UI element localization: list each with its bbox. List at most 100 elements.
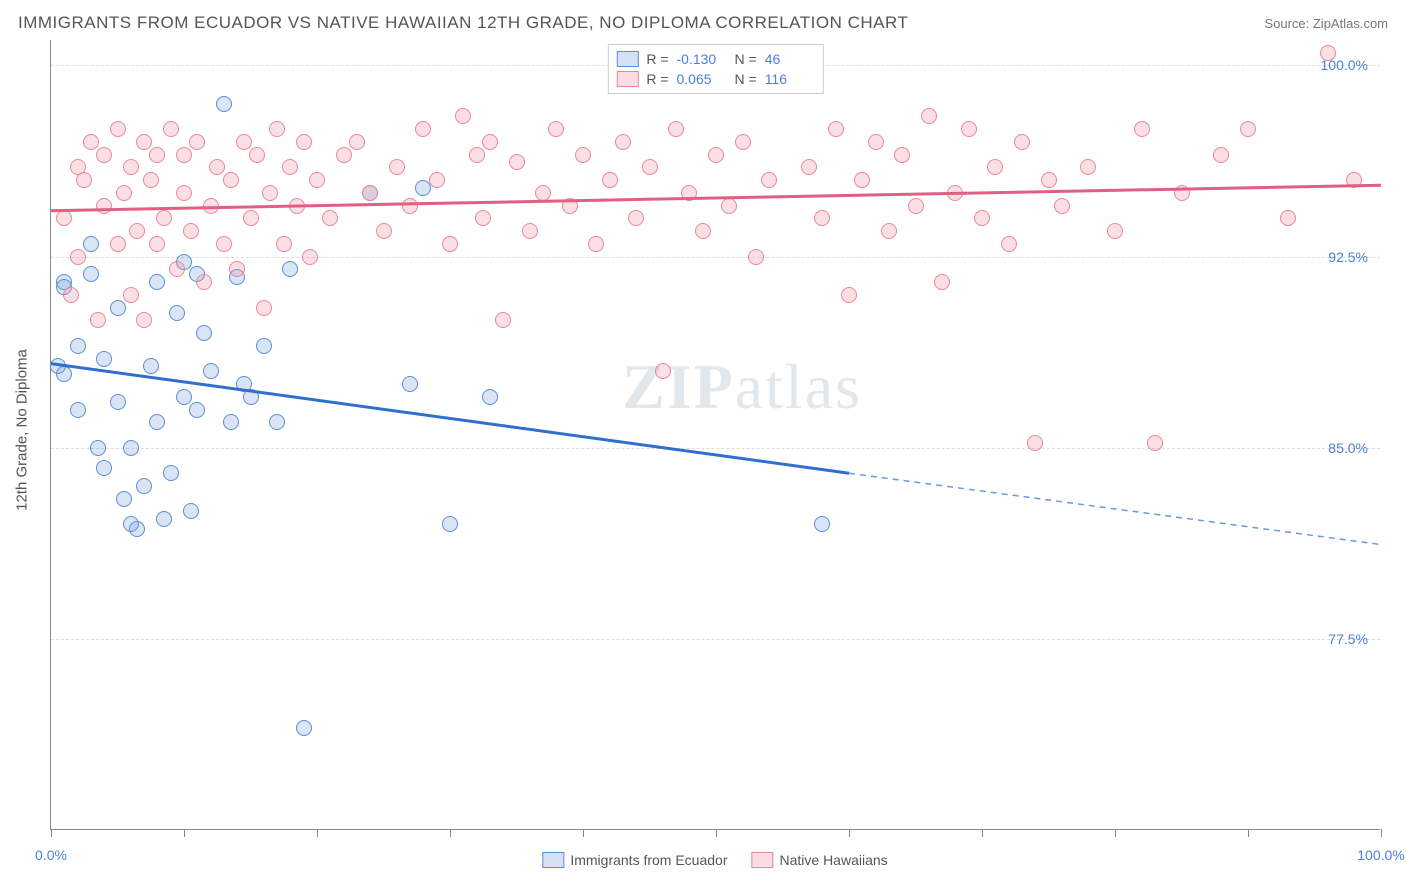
data-point (143, 172, 159, 188)
x-tick (1115, 829, 1116, 837)
x-tick (1381, 829, 1382, 837)
grid-line (51, 448, 1380, 449)
data-point (282, 159, 298, 175)
swatch-blue-icon (542, 852, 564, 868)
swatch-pink-icon (616, 71, 638, 87)
stat-r-label: R = (646, 71, 668, 87)
data-point (336, 147, 352, 163)
y-axis-label: 12th Grade, No Diploma (14, 349, 31, 511)
data-point (1213, 147, 1229, 163)
x-tick (51, 829, 52, 837)
data-point (322, 210, 338, 226)
data-point (841, 287, 857, 303)
data-point (70, 338, 86, 354)
data-point (921, 108, 937, 124)
data-point (814, 210, 830, 226)
data-point (149, 274, 165, 290)
data-point (116, 491, 132, 507)
data-point (163, 121, 179, 137)
data-point (223, 414, 239, 430)
data-point (196, 325, 212, 341)
data-point (149, 414, 165, 430)
data-point (628, 210, 644, 226)
data-point (209, 159, 225, 175)
data-point (176, 389, 192, 405)
x-tick (317, 829, 318, 837)
x-tick (583, 829, 584, 837)
data-point (176, 147, 192, 163)
data-point (96, 460, 112, 476)
data-point (615, 134, 631, 150)
data-point (296, 134, 312, 150)
data-point (362, 185, 378, 201)
data-point (1041, 172, 1057, 188)
data-point (70, 402, 86, 418)
data-point (735, 134, 751, 150)
grid-line (51, 639, 1380, 640)
data-point (116, 185, 132, 201)
stat-n-label: N = (735, 71, 757, 87)
data-point (282, 261, 298, 277)
stat-r-val: -0.130 (677, 51, 727, 67)
data-point (1320, 45, 1336, 61)
data-point (189, 402, 205, 418)
data-point (588, 236, 604, 252)
data-point (256, 338, 272, 354)
data-point (256, 300, 272, 316)
data-point (429, 172, 445, 188)
data-point (169, 261, 185, 277)
stat-n-label: N = (735, 51, 757, 67)
legend-item: Native Hawaiians (752, 852, 888, 868)
data-point (129, 521, 145, 537)
data-point (1054, 198, 1070, 214)
data-point (708, 147, 724, 163)
data-point (509, 154, 525, 170)
data-point (110, 121, 126, 137)
x-tick (1248, 829, 1249, 837)
data-point (203, 198, 219, 214)
data-point (894, 147, 910, 163)
legend-stats-row: R = -0.130 N = 46 (616, 49, 814, 69)
y-tick-label: 77.5% (1328, 631, 1368, 647)
data-point (276, 236, 292, 252)
data-point (96, 198, 112, 214)
data-point (402, 376, 418, 392)
data-point (196, 274, 212, 290)
data-point (269, 414, 285, 430)
data-point (721, 198, 737, 214)
data-point (1080, 159, 1096, 175)
data-point (442, 236, 458, 252)
data-point (129, 223, 145, 239)
data-point (961, 121, 977, 137)
data-point (642, 159, 658, 175)
data-point (169, 305, 185, 321)
stat-r-val: 0.065 (677, 71, 727, 87)
data-point (415, 121, 431, 137)
data-point (302, 249, 318, 265)
data-point (70, 249, 86, 265)
data-point (269, 121, 285, 137)
data-point (828, 121, 844, 137)
data-point (123, 287, 139, 303)
data-point (469, 147, 485, 163)
data-point (262, 185, 278, 201)
x-tick (450, 829, 451, 837)
trend-line-dash (849, 473, 1381, 544)
grid-line (51, 257, 1380, 258)
data-point (296, 720, 312, 736)
data-point (482, 389, 498, 405)
stat-r-label: R = (646, 51, 668, 67)
swatch-blue-icon (616, 51, 638, 67)
data-point (56, 366, 72, 382)
data-point (389, 159, 405, 175)
data-point (602, 172, 618, 188)
data-point (149, 236, 165, 252)
data-point (309, 172, 325, 188)
x-tick (716, 829, 717, 837)
data-point (243, 389, 259, 405)
data-point (695, 223, 711, 239)
data-point (83, 134, 99, 150)
data-point (123, 440, 139, 456)
data-point (63, 287, 79, 303)
chart-title: IMMIGRANTS FROM ECUADOR VS NATIVE HAWAII… (18, 13, 908, 33)
